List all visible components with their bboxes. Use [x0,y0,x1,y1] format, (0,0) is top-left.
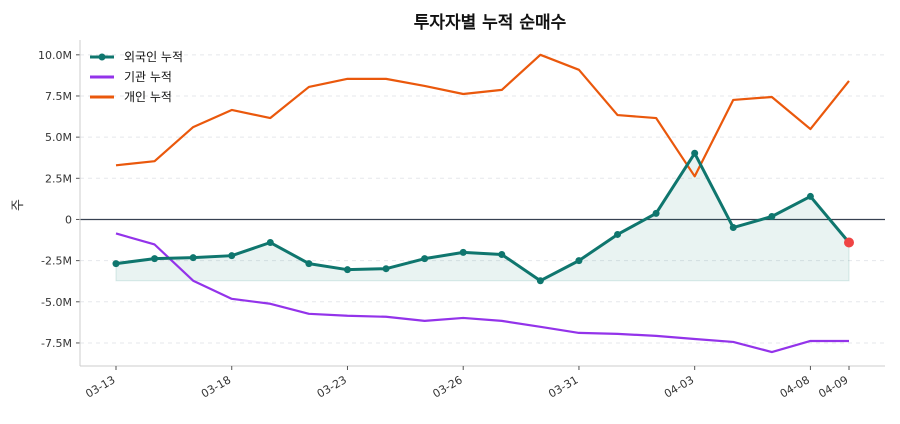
x-tick-label: 03-23 [315,373,349,400]
data-point [228,252,236,260]
last-point-marker [844,237,854,248]
x-tick-label: 04-08 [778,373,812,400]
y-tick-label: 2.5M [45,172,72,185]
legend-label: 기관 누적 [124,70,172,84]
y-axis-label: 주 [11,199,26,211]
data-point [691,149,699,157]
y-tick-label: -5.0M [41,296,72,309]
data-point [421,255,429,263]
series-line-2 [115,53,850,178]
y-tick-label: -7.5M [41,337,72,350]
data-point [575,257,583,265]
data-point [806,192,814,200]
y-tick-label: -2.5M [41,255,72,268]
data-point [305,260,313,268]
x-tick-label: 03-31 [546,373,580,400]
y-tick-label: 0 [65,213,72,226]
series-line-0 [115,151,851,283]
data-point [382,265,390,273]
data-point [768,213,776,221]
data-point [151,255,159,263]
data-point [729,224,737,232]
legend-marker [98,53,106,61]
chart-title: 투자자별 누적 순매수 [414,13,567,33]
data-point [536,277,544,285]
y-tick-label: 10.0M [38,49,72,62]
data-point [459,248,467,256]
data-point [266,239,274,247]
x-tick-label: 04-09 [816,373,850,400]
x-tick-label: 03-13 [83,373,117,400]
data-point [112,260,120,268]
series-line-1 [115,232,849,354]
foreign-fill-area [115,152,850,282]
legend-label: 외국인 누적 [124,50,183,64]
data-point [343,266,351,274]
data-point [614,230,622,238]
y-tick-label: 5.0M [45,131,72,144]
legend-label: 개인 누적 [124,90,172,104]
x-tick-label: 04-03 [662,373,696,400]
data-point [652,209,660,217]
y-tick-label: 7.5M [45,90,72,103]
x-tick-label: 03-26 [431,373,465,400]
data-point [498,251,506,259]
x-tick-label: 03-18 [199,373,233,400]
data-point [189,254,197,262]
